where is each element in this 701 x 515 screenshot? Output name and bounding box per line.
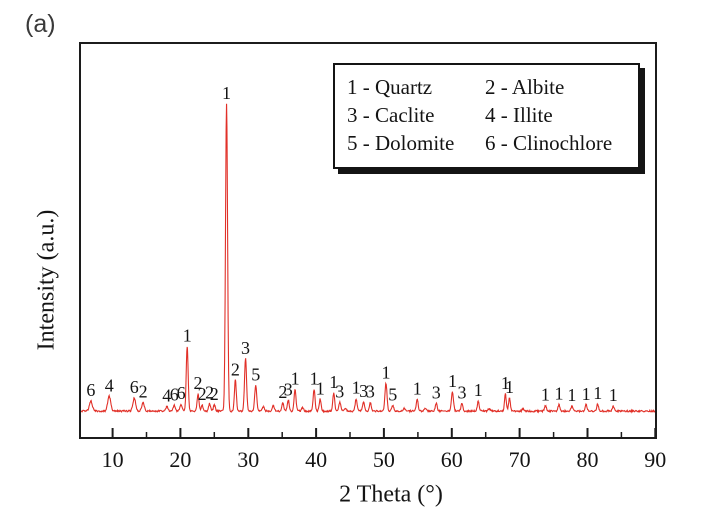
peak-label-3-48: 3: [366, 382, 375, 402]
peak-label-1-75.8: 1: [555, 384, 564, 404]
peak-label-1-63.9: 1: [474, 380, 483, 400]
peak-label-3-43.5: 3: [335, 381, 344, 401]
peak-label-3-35.9: 3: [284, 380, 293, 400]
peak-label-1-79.8: 1: [582, 384, 591, 404]
x-tick-label: 80: [577, 447, 599, 472]
peak-label-1-50.3: 1: [382, 362, 391, 382]
x-tick-label: 70: [509, 447, 531, 472]
peak-label-3-61.5: 3: [458, 383, 467, 403]
peak-label-6-13.2: 6: [130, 377, 139, 397]
peak-label-2-25: 2: [210, 384, 219, 404]
peak-label-2-35.1: 2: [278, 382, 287, 402]
peak-label-1-81.5: 1: [593, 383, 602, 403]
y-axis-title: Intensity (a.u.): [33, 209, 60, 351]
peak-label-3-57.7: 3: [432, 382, 441, 402]
x-tick-label: 50: [373, 447, 395, 472]
peak-label-2-28.1: 2: [231, 359, 240, 379]
peak-label-6-19.1: 6: [170, 385, 179, 405]
peak-label-1-83.8: 1: [609, 385, 618, 405]
peak-label-1-73.8: 1: [541, 385, 550, 405]
x-tick-label: 60: [441, 447, 463, 472]
figure-panel-label: (a): [25, 10, 56, 38]
legend-entry-quartz: 1 - Quartz: [347, 75, 433, 99]
legend-entry-albite: 2 - Albite: [485, 75, 565, 99]
peak-label-4-9.5: 4: [105, 375, 114, 395]
peak-label-2-22.6: 2: [194, 373, 203, 393]
x-axis-title: 2 Theta (°): [339, 481, 443, 508]
peak-label-1-39.7: 1: [310, 369, 319, 389]
peak-label-1-68.5: 1: [505, 377, 514, 397]
peak-label-4-18: 4: [162, 385, 171, 405]
peak-label-2-23.2: 2: [198, 384, 207, 404]
peak-label-2-14.5: 2: [139, 381, 148, 401]
peak-label-6-20.1: 6: [177, 383, 186, 403]
legend-entry-illite: 4 - Illite: [485, 103, 553, 127]
legend-row: 5 - Dolomite 6 - Clinochlore: [347, 129, 626, 157]
xrd-trace: [79, 103, 657, 414]
legend-row: 1 - Quartz 2 - Albite: [347, 73, 626, 101]
x-tick-label: 90: [644, 447, 666, 472]
peak-label-1-36.9: 1: [291, 369, 300, 389]
peak-label-6-6.8: 6: [86, 380, 95, 400]
legend-entry-clinochlore: 6 - Clinochlore: [485, 131, 613, 155]
peak-label-1-40.6: 1: [316, 378, 325, 398]
peak-label-3-29.6: 3: [241, 338, 250, 358]
peak-label-1-60.1: 1: [448, 371, 457, 391]
peak-label-2-24.3: 2: [205, 382, 214, 402]
peak-label-5-31.1: 5: [251, 365, 260, 385]
legend-entry-dolomite: 5 - Dolomite: [347, 131, 455, 155]
x-tick-label: 40: [305, 447, 327, 472]
peak-label-1-45.9: 1: [352, 378, 361, 398]
legend-row: 3 - Caclite 4 - Illite: [347, 101, 626, 129]
legend-box: 1 - Quartz 2 - Albite 3 - Caclite 4 - Il…: [333, 63, 640, 169]
peak-label-1-54.9: 1: [413, 378, 422, 398]
peak-label-5-51.3: 5: [388, 385, 397, 405]
peak-label-1-21: 1: [183, 326, 192, 346]
x-tick-label: 10: [102, 447, 124, 472]
plot-frame: [79, 42, 657, 439]
peak-label-1-77.7: 1: [567, 385, 576, 405]
peak-label-3-47: 3: [359, 381, 368, 401]
peak-label-1-67.9: 1: [501, 373, 510, 393]
legend-entry-caclite: 3 - Caclite: [347, 103, 435, 127]
peak-label-1-26.8: 1: [222, 83, 231, 103]
x-tick-label: 30: [237, 447, 259, 472]
x-tick-label: 20: [169, 447, 191, 472]
peak-label-1-42.6: 1: [329, 372, 338, 392]
